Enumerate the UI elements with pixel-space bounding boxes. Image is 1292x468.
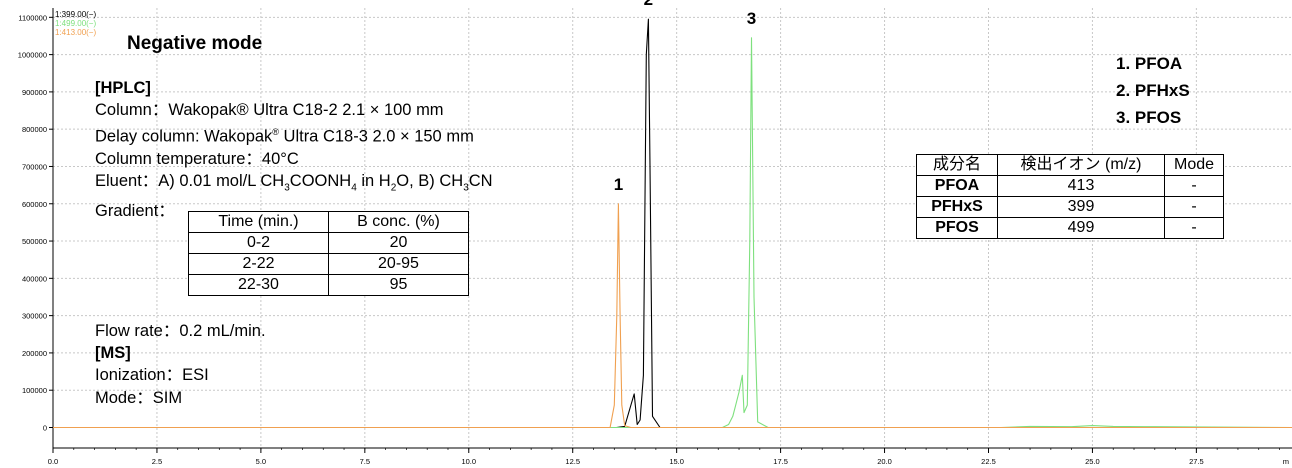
id-cell-mode: - — [1164, 175, 1224, 197]
y-tick-label: 200000 — [22, 349, 47, 358]
series-line — [53, 203, 1292, 429]
ms-heading: [MS] — [95, 344, 131, 363]
y-tick-label: 1000000 — [18, 51, 47, 60]
id-cell-ion: 413 — [997, 175, 1165, 197]
delay-column-spec: Delay column: Wakopak® Ultra C18-3 2.0 ×… — [95, 127, 474, 146]
ms-mode: Mode：SIM — [95, 388, 183, 407]
gradient-cell: 0-2 — [188, 232, 329, 254]
gradient-header-time: Time (min.) — [188, 211, 329, 233]
gradient-cell: 22-30 — [188, 274, 329, 296]
id-cell-name: PFOS — [916, 217, 998, 239]
id-cell-name: PFOA — [916, 175, 998, 197]
gradient-table-header: Time (min.) B conc. (%) — [188, 211, 469, 233]
list-item: 1. PFOA — [1116, 54, 1183, 73]
y-tick-label: 100000 — [22, 386, 47, 395]
hplc-heading: [HPLC] — [95, 79, 151, 97]
y-tick-label: 600000 — [22, 200, 47, 209]
list-item: 2. PFHxS — [1116, 81, 1190, 100]
gradient-cell: 2-22 — [188, 253, 329, 275]
peak-label: 1 — [614, 175, 623, 194]
gradient-label: Gradient： — [95, 201, 175, 220]
gradient-cell: 20-95 — [328, 253, 469, 275]
column-spec: Column：Wakopak® Ultra C18-2 2.1 × 100 mm — [95, 101, 444, 120]
table-row: 0-2 20 — [188, 232, 469, 254]
y-tick-label: 0 — [43, 423, 47, 432]
y-tick-label: 500000 — [22, 237, 47, 246]
y-tick-label: 700000 — [22, 162, 47, 171]
x-tick-label: 0.0 — [48, 457, 58, 466]
series-line — [53, 37, 1292, 429]
x-unit-label: m — [1283, 457, 1289, 466]
x-tick-label: 12.5 — [565, 457, 580, 466]
gradient-table: Time (min.) B conc. (%) 0-2 20 2-22 20-9… — [188, 211, 469, 296]
table-row: PFOS 499 - — [916, 217, 1224, 239]
gradient-cell: 20 — [328, 232, 469, 254]
peak-label: 2 — [644, 0, 653, 9]
x-tick-label: 27.5 — [1189, 457, 1204, 466]
list-item: 3. PFOS — [1116, 108, 1182, 127]
series-line — [53, 18, 1292, 429]
x-tick-label: 10.0 — [461, 457, 476, 466]
id-header-mode: Mode — [1164, 154, 1224, 176]
column-temperature: Column temperature：40°C — [95, 150, 299, 169]
flow-rate: Flow rate：0.2 mL/min. — [95, 322, 266, 340]
hplc-conditions: [HPLC] Column：Wakopak® Ultra C18-2 2.1 ×… — [95, 77, 493, 222]
gradient-cell: 95 — [328, 274, 469, 296]
y-tick-label: 400000 — [22, 274, 47, 283]
compound-list: 1. PFOA 2. PFHxS 3. PFOS — [1116, 50, 1190, 131]
chart-title: Negative mode — [127, 33, 263, 54]
gradient-header-bconc: B conc. (%) — [328, 211, 469, 233]
id-cell-mode: - — [1164, 217, 1224, 239]
legend-entry: 1:413.00(−) — [55, 28, 96, 37]
table-row: PFOA 413 - — [916, 175, 1224, 197]
x-tick-label: 20.0 — [877, 457, 892, 466]
id-cell-ion: 499 — [997, 217, 1165, 239]
legend-entry: 1:399.00(−) — [55, 10, 96, 19]
ms-conditions: Flow rate：0.2 mL/min. [MS] Ionization：ES… — [95, 320, 266, 409]
table-row: PFHxS 399 - — [916, 196, 1224, 218]
peak-label: 3 — [747, 9, 756, 28]
x-tick-label: 15.0 — [669, 457, 684, 466]
table-row: 22-30 95 — [188, 274, 469, 296]
id-header-name: 成分名 — [916, 154, 998, 176]
y-tick-label: 800000 — [22, 125, 47, 134]
table-row: 2-22 20-95 — [188, 253, 469, 275]
y-tick-label: 900000 — [22, 88, 47, 97]
id-header-ion: 検出イオン (m/z) — [997, 154, 1165, 176]
x-tick-label: 17.5 — [773, 457, 788, 466]
eluent-spec: Eluent：A) 0.01 mol/L CH3COONH4 in H2O, B… — [95, 172, 493, 194]
x-tick-label: 2.5 — [152, 457, 162, 466]
id-cell-name: PFHxS — [916, 196, 998, 218]
id-cell-ion: 399 — [997, 196, 1165, 218]
x-tick-label: 22.5 — [981, 457, 996, 466]
legend-entry: 1:499.00(−) — [55, 19, 96, 28]
id-table-header: 成分名 検出イオン (m/z) Mode — [916, 154, 1224, 176]
x-tick-label: 5.0 — [256, 457, 266, 466]
y-tick-label: 300000 — [22, 312, 47, 321]
x-tick-label: 25.0 — [1085, 457, 1100, 466]
y-tick-label: 1100000 — [18, 13, 47, 22]
x-tick-label: 7.5 — [360, 457, 370, 466]
ionization: Ionization：ESI — [95, 366, 209, 385]
compound-id-table: 成分名 検出イオン (m/z) Mode PFOA 413 - PFHxS 39… — [916, 154, 1224, 239]
id-cell-mode: - — [1164, 196, 1224, 218]
